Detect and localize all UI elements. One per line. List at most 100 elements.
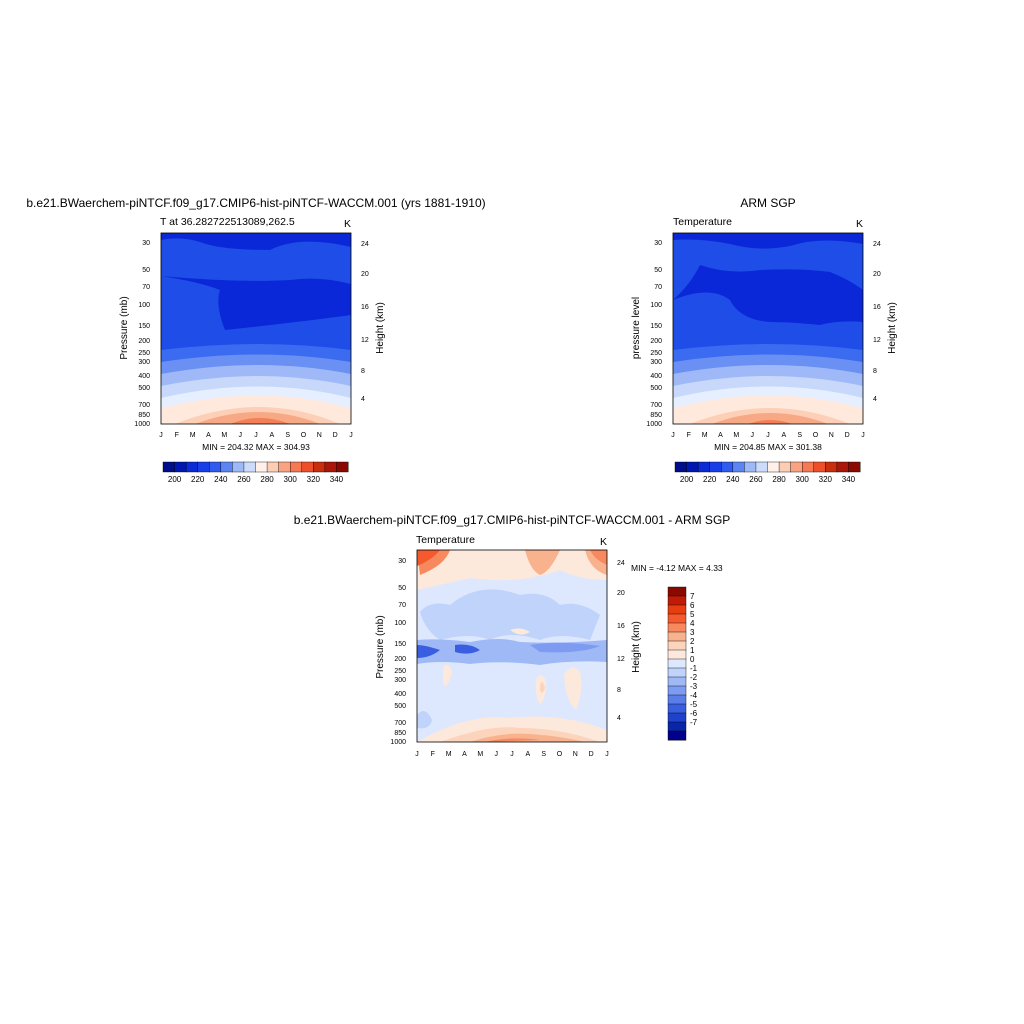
month-tick: A <box>206 432 211 439</box>
pressure-tick: 300 <box>138 359 150 366</box>
height-tick: 4 <box>873 396 877 403</box>
model-variable-label: T at 36.282722513089,262.5 <box>160 216 295 228</box>
height-tick: 8 <box>361 368 365 375</box>
pressure-tick: 70 <box>398 602 406 609</box>
pressure-tick: 250 <box>650 350 662 357</box>
pressure-tick: 700 <box>650 402 662 409</box>
month-tick: N <box>829 432 834 439</box>
month-tick: S <box>285 432 290 439</box>
colorbar-label: 0 <box>690 655 695 664</box>
colorbar-swatch <box>667 649 687 660</box>
height-tick: 24 <box>617 560 625 567</box>
colorbar-label: 320 <box>819 475 833 484</box>
pressure-tick: 150 <box>138 323 150 330</box>
colorbar-label: -4 <box>690 691 698 700</box>
colorbar-swatch <box>836 461 849 473</box>
colorbar-swatch <box>209 461 222 473</box>
pressure-tick: 250 <box>138 350 150 357</box>
colorbar-label: 3 <box>690 628 695 637</box>
colorbar-swatch <box>686 461 699 473</box>
colorbar-swatch <box>848 461 861 473</box>
colorbar-label: 240 <box>214 475 228 484</box>
month-tick: M <box>733 432 739 439</box>
colorbar-label: 320 <box>307 475 321 484</box>
colorbar-label: 7 <box>690 592 695 601</box>
height-tick: 16 <box>617 623 625 630</box>
height-tick: 24 <box>873 241 881 248</box>
colorbar-swatch <box>313 461 326 473</box>
obs-unit-label: K <box>856 218 863 230</box>
colorbar-swatch <box>667 631 687 642</box>
height-tick: 4 <box>361 396 365 403</box>
month-tick: J <box>671 432 675 439</box>
obs-title: ARM SGP <box>740 196 795 210</box>
colorbar-label: -6 <box>690 709 698 718</box>
month-tick: M <box>446 751 452 758</box>
colorbar-swatch <box>667 703 687 714</box>
diff-height-ticks: 24 20 16 12 8 4 <box>617 560 625 722</box>
colorbar-swatch <box>243 461 257 473</box>
model-stats: MIN = 204.32 MAX = 304.93 <box>202 442 310 452</box>
colorbar-swatch <box>767 461 780 473</box>
colorbar-label: 200 <box>680 475 694 484</box>
pressure-tick: 400 <box>650 373 662 380</box>
colorbar-label: 1 <box>690 646 695 655</box>
pressure-tick: 300 <box>650 359 662 366</box>
pressure-tick: 500 <box>394 703 406 710</box>
obs-x-ticks: J F M A M J J A S O N D J <box>671 432 865 439</box>
pressure-tick: 30 <box>398 558 406 565</box>
month-tick: F <box>175 432 179 439</box>
month-tick: J <box>159 432 163 439</box>
pressure-tick: 50 <box>654 267 662 274</box>
colorbar-label: 300 <box>796 475 810 484</box>
diff-panel: b.e21.BWaerchem-piNTCF.f09_g17.CMIP6-his… <box>294 513 731 758</box>
month-tick: S <box>541 751 546 758</box>
pressure-tick: 250 <box>394 668 406 675</box>
colorbar-label: 260 <box>749 475 763 484</box>
colorbar-label: 240 <box>726 475 740 484</box>
diff-variable-label: Temperature <box>416 534 475 546</box>
month-tick: N <box>573 751 578 758</box>
colorbar-label: -5 <box>690 700 698 709</box>
height-tick: 8 <box>617 687 621 694</box>
month-tick: O <box>813 432 819 439</box>
diff-title: b.e21.BWaerchem-piNTCF.f09_g17.CMIP6-his… <box>294 513 731 527</box>
colorbar-label: 220 <box>191 475 205 484</box>
colorbar-swatch <box>174 461 187 473</box>
pressure-tick: 1000 <box>390 739 406 746</box>
month-tick: F <box>431 751 435 758</box>
colorbar-swatch <box>324 461 337 473</box>
month-tick: J <box>861 432 865 439</box>
colorbar-swatch <box>667 667 687 678</box>
colorbar-label: 300 <box>284 475 298 484</box>
colorbar-swatch <box>667 685 687 696</box>
height-tick: 12 <box>361 337 369 344</box>
obs-colorbar: 200 220 240 260 280 300 320 340 <box>674 461 861 484</box>
pressure-tick: 850 <box>138 412 150 419</box>
pressure-tick: 150 <box>394 641 406 648</box>
colorbar-label: 280 <box>260 475 274 484</box>
colorbar-label: 340 <box>842 475 856 484</box>
colorbar-swatch <box>667 676 687 687</box>
colorbar-swatch <box>801 461 815 473</box>
month-tick: N <box>317 432 322 439</box>
month-tick: J <box>605 751 609 758</box>
model-panel: b.e21.BWaerchem-piNTCF.f09_g17.CMIP6-his… <box>26 196 485 484</box>
colorbar-swatch <box>162 461 176 473</box>
height-tick: 8 <box>873 368 877 375</box>
pressure-tick: 30 <box>142 240 150 247</box>
month-tick: A <box>462 751 467 758</box>
colorbar-swatch <box>732 461 745 473</box>
pressure-tick: 850 <box>650 412 662 419</box>
colorbar-swatch <box>255 461 268 473</box>
colorbar-swatch <box>697 461 711 473</box>
colorbar-label: -3 <box>690 682 698 691</box>
colorbar-swatch <box>667 613 687 624</box>
obs-contour-field <box>672 232 864 425</box>
model-contour-field <box>160 232 352 425</box>
colorbar-label: 4 <box>690 619 695 628</box>
obs-panel: ARM SGP Temperature K J F M A M J J <box>631 196 898 484</box>
month-tick: A <box>525 751 530 758</box>
height-tick: 20 <box>617 590 625 597</box>
colorbar-swatch <box>667 604 687 615</box>
